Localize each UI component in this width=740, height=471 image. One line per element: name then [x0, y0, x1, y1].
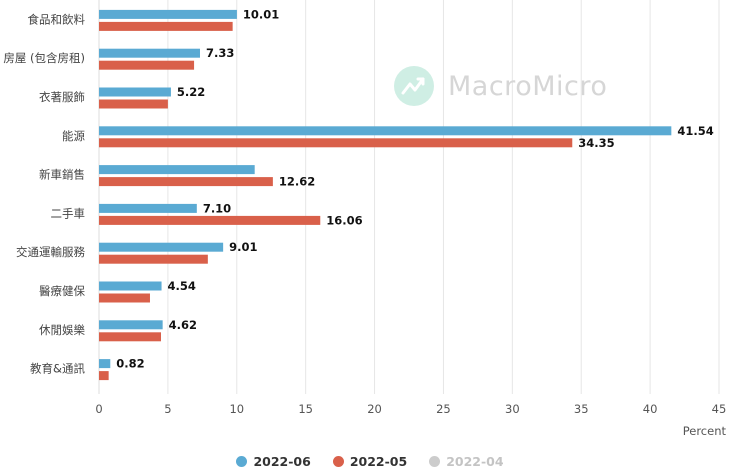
bar-2022-06 — [99, 126, 672, 136]
x-axis-title: Percent — [683, 424, 727, 438]
bar-2022-05 — [99, 99, 168, 109]
bar-2022-05 — [99, 371, 109, 381]
data-label-2022-06: 10.01 — [243, 7, 279, 21]
data-label-2022-06: 5.22 — [177, 85, 205, 99]
bar-2022-05 — [99, 215, 321, 225]
legend-dot-2022-06 — [236, 455, 248, 467]
bar-2022-05 — [99, 332, 161, 342]
x-axis-ticks: 0 5 10 15 20 25 30 35 40 45 — [95, 402, 726, 416]
category-label: 教育&通訊 — [30, 362, 85, 376]
x-tick-label: 35 — [574, 402, 589, 416]
x-tick-label: 10 — [229, 402, 244, 416]
data-labels: 10.01 7.33 5.22 41.54 34.35 12.62 7.10 16.06 9.0… — [116, 7, 713, 370]
x-tick-label: 5 — [164, 402, 171, 416]
bar-2022-05 — [99, 21, 233, 31]
bar-2022-05 — [99, 60, 195, 70]
legend-dot-2022-04 — [429, 455, 441, 467]
legend-item-2022-04[interactable]: 2022-04 — [429, 453, 504, 469]
legend-dot-2022-05 — [332, 455, 344, 467]
bar-2022-06 — [99, 320, 163, 330]
data-label-2022-05: 34.35 — [578, 136, 614, 150]
data-label-2022-05: 12.62 — [279, 175, 315, 189]
bar-2022-05 — [99, 254, 208, 264]
x-tick-label: 0 — [95, 402, 102, 416]
data-label-2022-06: 7.10 — [203, 201, 231, 215]
category-label: 能源 — [62, 129, 85, 143]
category-label: 衣著服飾 — [39, 90, 85, 104]
x-tick-label: 20 — [367, 402, 382, 416]
x-tick-label: 30 — [505, 402, 520, 416]
data-label-2022-06: 7.33 — [206, 46, 234, 60]
bar-2022-05 — [99, 138, 573, 148]
gridlines — [98, 0, 720, 394]
bar-2022-06 — [99, 242, 224, 252]
data-label-2022-06: 9.01 — [229, 240, 257, 254]
x-tick-label: 40 — [643, 402, 658, 416]
data-label-2022-06: 0.82 — [116, 357, 144, 371]
category-label: 醫療健保 — [39, 284, 85, 298]
legend-label-2022-06: 2022-06 — [253, 453, 311, 469]
category-label: 二手車 — [51, 206, 86, 220]
bar-2022-06 — [99, 281, 162, 291]
legend-label-2022-05: 2022-05 — [349, 453, 408, 469]
x-tick-label: 25 — [436, 402, 451, 416]
category-label: 食品和飲料 — [28, 12, 86, 26]
legend-label-2022-04: 2022-04 — [446, 453, 504, 469]
data-label-2022-06: 4.62 — [169, 318, 197, 332]
legend-item-2022-05[interactable]: 2022-05 — [332, 453, 408, 469]
bar-2022-06 — [99, 165, 255, 175]
bars — [99, 9, 672, 381]
bar-2022-06 — [99, 359, 111, 369]
bar-2022-06 — [99, 87, 171, 97]
data-label-2022-06: 4.54 — [168, 279, 196, 293]
x-tick-label: 45 — [712, 402, 727, 416]
data-label-2022-06: 41.54 — [677, 124, 713, 138]
data-label-2022-05: 16.06 — [326, 213, 362, 227]
bar-2022-06 — [99, 203, 197, 213]
bar-2022-05 — [99, 177, 273, 187]
category-label: 休閒娛樂 — [39, 323, 85, 337]
category-label: 交通運輸服務 — [16, 245, 85, 259]
category-label: 新車銷售 — [39, 168, 85, 182]
category-label: 房屋 (包含房租) — [3, 51, 85, 65]
x-tick-label: 15 — [298, 402, 313, 416]
bar-2022-06 — [99, 9, 237, 19]
legend-item-2022-06[interactable]: 2022-06 — [236, 453, 311, 469]
bar-2022-06 — [99, 48, 200, 58]
legend: 2022-06 2022-05 2022-04 — [0, 451, 740, 471]
bar-2022-05 — [99, 293, 150, 303]
